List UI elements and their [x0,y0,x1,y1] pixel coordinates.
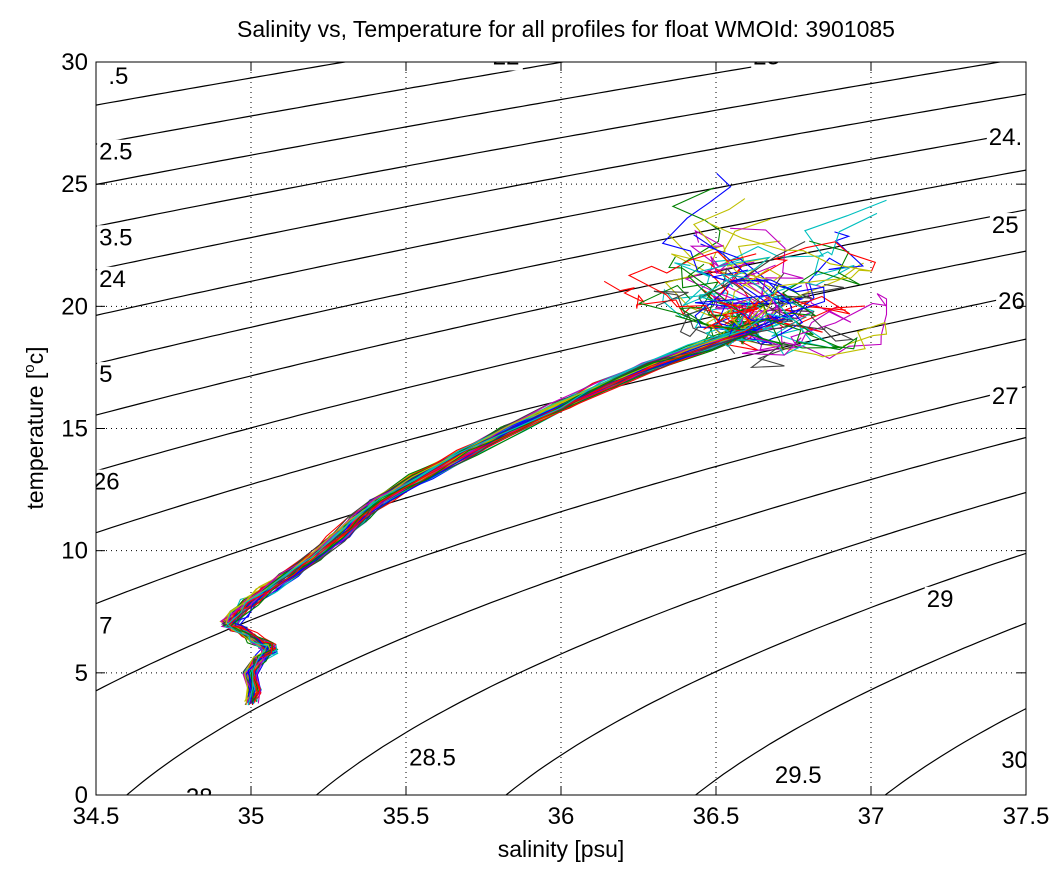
isopycnal-line [505,552,1026,795]
isopycnal-label-bg [751,62,784,71]
isopycnal-label: 28 [186,784,213,811]
isopycnal-label-bg [999,748,1026,775]
profile-line [226,302,887,705]
isopycnal-label: 30 [1001,747,1028,774]
isopycnal-contours [96,62,1026,795]
isopycnal-label-bg [97,266,130,293]
x-tick-label: 36.5 [693,803,740,830]
isopycnal-label: 3.5 [99,224,132,251]
isopycnal-line [694,622,1026,795]
isopycnal-line [315,491,1026,795]
profile-line [224,187,734,700]
isopycnal-line [96,62,786,185]
isopycnal-label-bg [924,586,957,613]
profile-line [226,273,794,706]
isopycnal-label-bg [106,63,139,90]
isopycnal-label: .5 [108,63,128,90]
x-tick-label: 34.5 [73,803,120,830]
isopycnal-label: 29 [927,586,954,613]
isopycnal-line [96,250,1026,472]
isopycnal-line [96,62,349,106]
y-tick-label: 10 [61,538,88,565]
isopycnal-label: 27 [992,383,1019,410]
isopycnal-label-bg [97,362,117,389]
isopycnal-line [96,386,1026,692]
chart-title: Salinity vs, Temperature for all profile… [237,16,895,42]
isopycnal-label-bg [996,288,1026,315]
profile-line [230,294,794,704]
isopycnal-label: 23 [753,43,780,70]
profile-line [225,222,872,706]
isopycnal-label-bg [772,762,831,789]
y-tick-label: 30 [61,49,88,76]
y-axis-ticks: 0 5 10 15 20 25 30 [61,49,1026,809]
x-tick-label: 36 [548,803,575,830]
isopycnal-label: 24 [99,266,126,293]
isopycnal-label-bg [407,745,466,772]
isopycnal-line [96,338,1026,605]
isopycnal-label: 29.5 [775,762,822,789]
isopycnal-label: 26 [93,469,120,496]
profile-line [226,310,855,700]
y-tick-label: 5 [75,660,88,687]
profile-line [221,241,806,706]
isopycnal-label: 26 [998,288,1025,315]
isopycnal-line [125,436,1026,795]
y-tick-label: 20 [61,293,88,320]
isopycnal-line [96,93,1026,271]
y-tick-label: 0 [75,782,88,809]
isopycnal-line [96,209,1026,416]
isopycnal-label-bg [97,225,143,252]
y-axis-label-suffix: c] [22,346,48,364]
isopycnal-line [96,169,1026,365]
y-axis-label-prefix: temperature [ [22,372,48,509]
y-axis-label: temperature [oc] [21,346,48,509]
isopycnal-label-bg [97,613,117,640]
isopycnal-label: 2.5 [99,139,132,166]
isopycnal-label: 7 [99,613,112,640]
isopycnal-label-bg [986,125,1026,152]
y-tick-label: 15 [61,416,88,443]
isopycnal-line [96,62,1004,227]
x-tick-label: 37.5 [1003,803,1050,830]
profile-line [234,241,877,700]
x-axis-ticks: 34.5 35 35.5 36 36.5 37 37.5 [73,62,1050,830]
isopycnal-label: 28.5 [409,745,456,772]
x-tick-label: 37 [858,803,885,830]
x-tick-label: 35 [238,803,265,830]
y-axis-label-sup: o [21,364,38,372]
profile-line [227,300,759,703]
isopycnal-label-bg [989,384,1022,411]
isopycnal-label-bg [97,139,143,166]
x-axis-label: salinity [psu] [498,836,625,862]
isopycnal-label-bg [183,784,216,795]
isopycnal-line [96,131,1026,316]
isopycnal-label: 5 [99,361,112,388]
isopycnal-labels: .5 22 23 2.5 24. 3.5 25 24 26 5 27 26 7 29 28.5 29.5 28 3… [93,43,1028,811]
profile-lines [219,173,888,706]
isopycnal-label-bg [989,213,1022,240]
isopycnal-label: 25 [992,212,1019,239]
isopycnal-label: 24. [989,124,1022,151]
x-tick-label: 35.5 [383,803,430,830]
isopycnal-label: 22 [493,43,520,70]
isopycnal-label-bg [490,62,523,71]
y-tick-label: 25 [61,171,88,198]
isopycnal-label-bg [96,469,123,496]
